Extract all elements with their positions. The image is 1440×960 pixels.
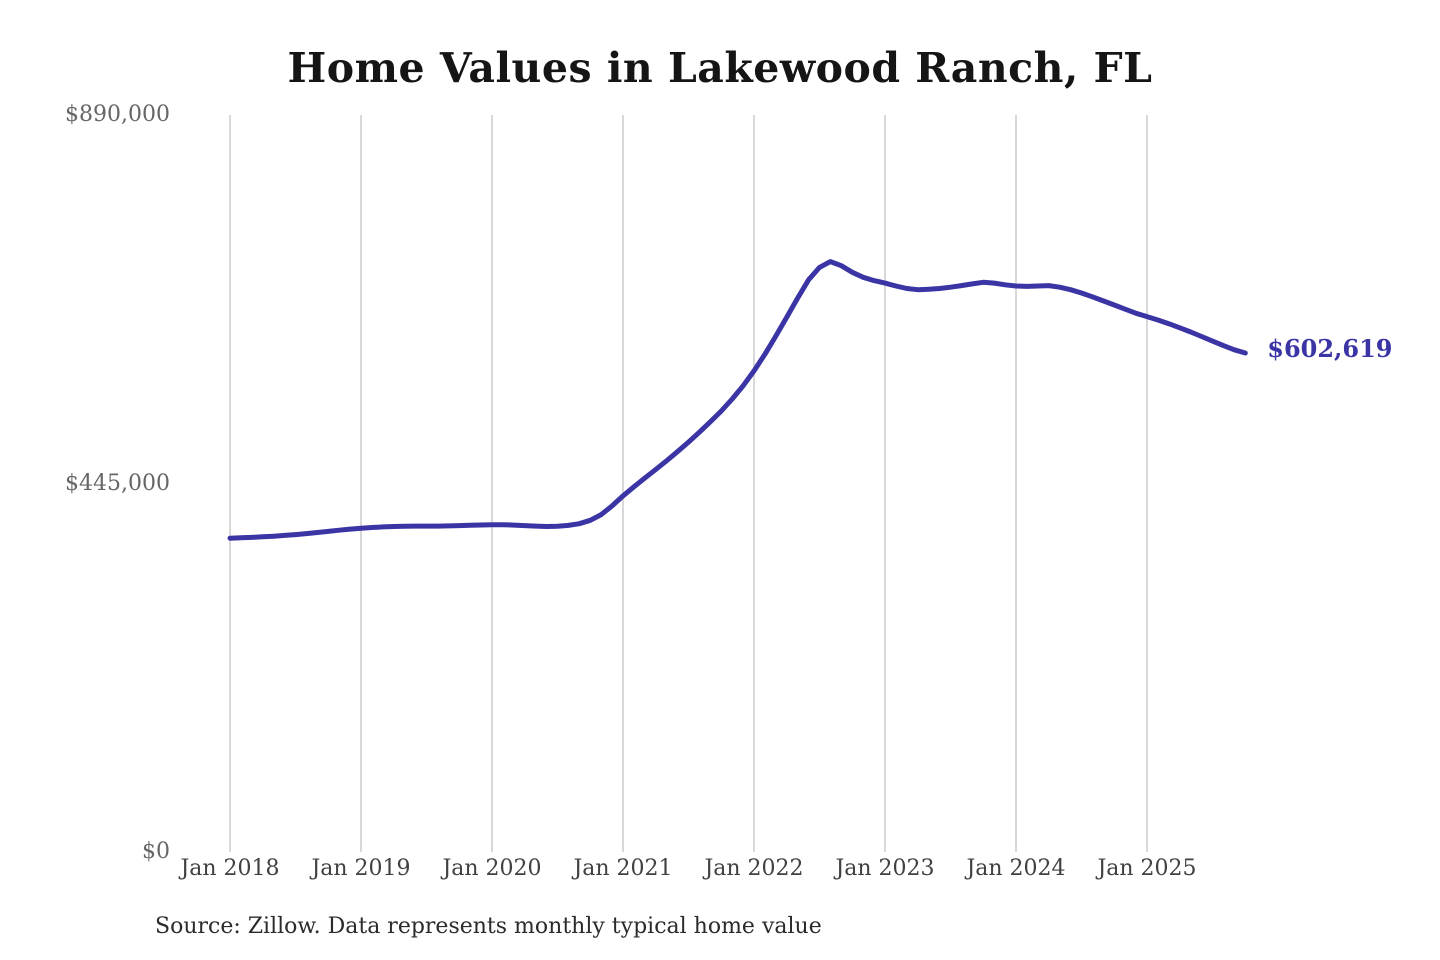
y-tick-label: $0 — [142, 839, 170, 864]
gridlines — [229, 115, 1148, 852]
x-tick-label: Jan 2020 — [442, 856, 542, 881]
x-tick-label: Jan 2018 — [180, 856, 280, 881]
latest-value-label: $602,619 — [1267, 333, 1393, 363]
x-tick-label: Jan 2023 — [835, 856, 935, 881]
home-value-line-series — [227, 259, 1248, 541]
x-tick-label: Jan 2019 — [311, 856, 411, 881]
x-tick-label: Jan 2022 — [704, 856, 804, 881]
y-tick-label: $445,000 — [65, 470, 170, 496]
y-tick-label: $890,000 — [65, 102, 170, 127]
x-tick-label: Jan 2025 — [1097, 856, 1197, 881]
chart-title: Home Values in Lakewood Ranch, FL — [287, 44, 1153, 92]
source-note: Source: Zillow. Data represents monthly … — [155, 914, 822, 939]
x-tick-label: Jan 2024 — [966, 856, 1066, 881]
x-tick-label: Jan 2021 — [573, 856, 673, 881]
